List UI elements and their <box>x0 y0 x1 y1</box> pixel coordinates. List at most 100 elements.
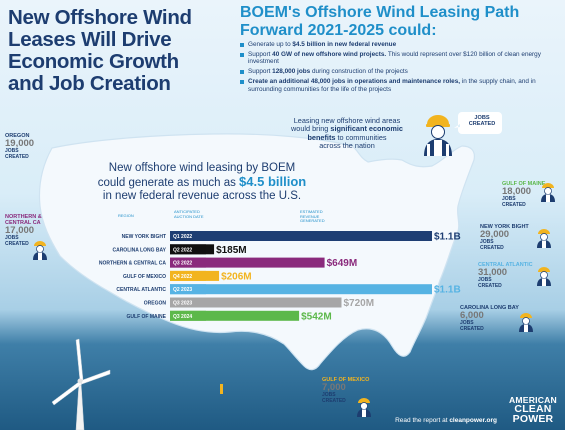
jobs-count: 31,000 <box>478 267 508 278</box>
value-label: $185M <box>216 245 247 256</box>
path-title: BOEM's Offshore Wind Leasing Path Forwar… <box>240 4 560 40</box>
jobs-label: CREATED <box>502 201 526 208</box>
col-header-auction: ANTICIPATED AUCTION DATE <box>174 209 204 219</box>
date-pill <box>170 244 206 255</box>
value-label: $1.1B <box>434 232 461 243</box>
worker-icon <box>541 183 555 202</box>
benefit-item: Support 40 GW of new offshore wind proje… <box>240 51 562 66</box>
leasing-note: Leasing new offshore wind areas would br… <box>291 116 403 151</box>
jobs-label: CREATED <box>480 244 504 251</box>
value-label: $1.1B <box>434 285 461 296</box>
auction-date-label: Q3 2023 <box>173 301 192 307</box>
region-name: GULF OF MEXICO <box>322 377 370 383</box>
region-name: GULF OF MAINE <box>502 181 546 187</box>
auction-date-label: Q4 2022 <box>173 274 192 280</box>
worker-icon <box>537 267 551 286</box>
region-job-stat: NEW YORK BIGHT 29,000 JOBS CREATED <box>480 224 529 251</box>
worker-icon <box>519 313 533 332</box>
jobs-label: CREATED <box>478 282 502 289</box>
category-label: CAROLINA LONG BAY <box>112 247 166 253</box>
region-name: CENTRAL CA <box>5 220 41 226</box>
jobs-label: CREATED <box>460 325 484 332</box>
date-pill <box>170 257 206 268</box>
jobs-count: 7,000 <box>322 382 346 393</box>
value-label: $720M <box>343 298 374 309</box>
date-pill <box>170 270 206 281</box>
headline-line: Leases Will Drive <box>8 28 172 51</box>
auction-date-label: Q1 2022 <box>173 234 192 240</box>
auction-date-label: Q3 2024 <box>173 314 192 320</box>
headline-line: Economic Growth <box>8 50 179 73</box>
jobs-count: 29,000 <box>480 229 510 240</box>
category-label: NEW YORK BIGHT <box>122 234 166 240</box>
region-job-stat: CAROLINA LONG BAY 6,000 JOBS CREATED <box>460 305 519 332</box>
jobs-label: CREATED <box>5 240 29 247</box>
category-label: CENTRAL ATLANTIC <box>116 287 166 293</box>
headline-line: New Offshore Wind <box>8 6 192 29</box>
category-label: NORTHERN & CENTRAL CA <box>99 261 167 267</box>
bar <box>170 284 432 295</box>
category-label: OREGON <box>144 301 167 307</box>
jobs-count: 19,000 <box>5 138 35 149</box>
region-name: CENTRAL ATLANTIC <box>478 262 533 268</box>
bar <box>170 257 325 268</box>
region-job-stat: GULF OF MAINE 18,000 JOBS CREATED <box>502 181 545 208</box>
jobs-label: JOBS <box>322 392 336 398</box>
jobs-badge: JOBS CREATED <box>468 115 496 128</box>
value-label: $542M <box>301 311 332 322</box>
col-header-region: REGION <box>118 213 134 218</box>
headline: New Offshore Wind Leases Will Drive Econ… <box>8 7 233 95</box>
jobs-badge-bubble <box>454 112 502 134</box>
jobs-count: 17,000 <box>5 225 35 236</box>
bar <box>170 310 300 321</box>
us-landmass <box>38 133 475 371</box>
path-title-line: Forward 2021-2025 could: <box>240 22 437 39</box>
region-name: NORTHERN & <box>5 214 42 220</box>
jobs-count: 18,000 <box>502 186 532 197</box>
jobs-label: JOBS <box>480 239 494 245</box>
region-name: CAROLINA LONG BAY <box>460 305 519 311</box>
region-name: NEW YORK BIGHT <box>480 224 529 230</box>
jobs-label: CREATED <box>5 153 29 160</box>
category-label: GULF OF MAINE <box>127 314 167 320</box>
jobs-label: JOBS <box>5 148 19 154</box>
footer-link[interactable]: Read the report at cleanpower.org <box>395 417 497 424</box>
wind-turbine-icon <box>51 338 223 430</box>
bar <box>170 231 432 241</box>
region-job-stat: NORTHERN & CENTRAL CA 17,000 JOBS CREATED <box>5 214 42 247</box>
date-pill <box>170 310 206 321</box>
path-title-line: BOEM's Offshore Wind Leasing Path <box>240 4 520 21</box>
region-job-stat: OREGON 19,000 JOBS CREATED <box>5 133 34 160</box>
jobs-label: JOBS <box>5 235 19 241</box>
worker-icon <box>357 398 371 417</box>
auction-date-label: Q3 2022 <box>173 261 192 267</box>
worker-icon <box>537 229 551 248</box>
jobs-label: JOBS <box>502 196 516 202</box>
jobs-label: JOBS <box>460 320 474 326</box>
auction-date-label: Q2 2023 <box>173 287 192 293</box>
headline-line: and Job Creation <box>8 72 171 95</box>
worker-icon <box>33 241 47 260</box>
worker-icon <box>424 115 452 156</box>
region-job-stat: CENTRAL ATLANTIC 31,000 JOBS CREATED <box>478 262 533 289</box>
benefit-item: Support 128,000 jobs during construction… <box>240 68 562 75</box>
chart-heading: New offshore wind leasing by BOEM could … <box>97 162 307 202</box>
value-label: $206M <box>221 271 252 282</box>
region-name: OREGON <box>5 133 30 139</box>
jobs-count: 6,000 <box>460 310 484 321</box>
benefit-item: Generate up to $4.5 billion in new feder… <box>240 41 562 48</box>
col-header-revenue: ESTIMATED REVENUE GENERATED <box>300 209 325 224</box>
auction-date-label: Q2 2022 <box>173 247 192 253</box>
date-pill <box>170 297 206 308</box>
bar <box>170 297 342 308</box>
benefit-list: Generate up to $4.5 billion in new feder… <box>240 41 562 95</box>
brand-logo: AMERICAN CLEAN POWER <box>509 395 557 426</box>
category-label: GULF OF MEXICO <box>123 274 166 280</box>
benefit-item: Create an additional 48,000 jobs in oper… <box>240 78 562 93</box>
region-job-stat: GULF OF MEXICO 7,000 JOBS CREATED <box>322 377 369 404</box>
jobs-label: CREATED <box>322 397 346 404</box>
jobs-label: JOBS <box>478 277 492 283</box>
